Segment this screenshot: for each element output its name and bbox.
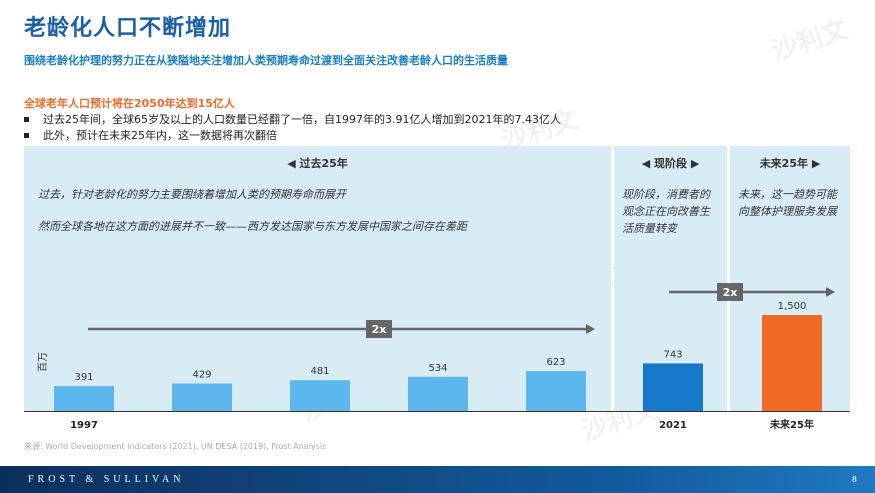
data-label: 481 — [310, 366, 329, 377]
bullet-square-icon — [24, 116, 29, 122]
past-band — [24, 146, 611, 412]
bar — [408, 376, 468, 411]
data-label: 1,500 — [778, 301, 807, 312]
bullet-square-icon — [24, 132, 29, 138]
bar — [54, 385, 114, 411]
footer-bar: FROST & SULLIVAN 8 — [0, 466, 875, 493]
data-label: 391 — [74, 372, 93, 383]
past-text-2: 然而全球各地在这方面的进展并不一致——西方发达国家与东方发展中国家之间存在差距 — [38, 220, 467, 233]
phase-future-label: 未来25年 ▶ — [759, 157, 821, 170]
bullet-text: 此外，预计在未来25年内，这一数据将再次翻倍 — [43, 129, 277, 142]
bar — [643, 363, 703, 411]
data-label: 623 — [546, 357, 565, 368]
source-note: 来源: World Development Indicators (2021),… — [24, 442, 327, 451]
page-subtitle: 围绕老龄化护理的努力正在从狭隘地关注增加人类预期寿命过渡到全面关注改善老龄人口的… — [24, 54, 508, 67]
bullet-text: 过去25年间，全球65岁及以上的人口数量已经翻了一倍，自1997年的3.91亿人… — [43, 113, 561, 126]
page-number: 8 — [851, 475, 857, 484]
annotation-2x-future-box — [717, 283, 743, 301]
annotation-2x-past-arrowhead — [586, 324, 595, 334]
current-text: 现阶段，消费者的观念正在向改善生活质量转变 — [622, 188, 710, 235]
bar — [526, 371, 586, 411]
bullet-item: 此外，预计在未来25年内，这一数据将再次翻倍 — [24, 127, 277, 143]
data-label: 534 — [428, 363, 447, 374]
data-label: 743 — [663, 349, 682, 360]
phase-current-label: ◀ 现阶段 ▶ — [641, 157, 700, 170]
bar — [172, 383, 232, 411]
annotation-2x-past-box — [366, 320, 392, 338]
annotation-2x-future-arrowhead — [826, 287, 835, 297]
future-text: 未来，这一趋势可能向整体护理服务发展 — [738, 188, 837, 218]
data-label: 429 — [192, 370, 211, 381]
brand-logo-text: FROST & SULLIVAN — [28, 474, 185, 485]
phase-past-label: ◀ 过去25年 — [287, 157, 348, 170]
x-tick-label: 2021 — [659, 420, 687, 431]
bar — [290, 380, 350, 411]
x-tick-label: 未来25年 — [769, 418, 814, 431]
past-text-1: 过去，针对老龄化的努力主要围绕着增加人类的预期寿命而展开 — [38, 188, 346, 201]
annotation-2x-future-label: 2x — [723, 286, 738, 299]
annotation-2x-past-label: 2x — [372, 323, 387, 336]
x-tick-label: 1997 — [70, 420, 98, 431]
highlight-text: 全球老年人口预计将在2050年达到15亿人 — [24, 97, 235, 110]
bar — [762, 315, 822, 411]
y-axis-label: 百万 — [37, 352, 49, 372]
page-title: 老龄化人口不断增加 — [24, 16, 232, 41]
bullet-item: 过去25年间，全球65岁及以上的人口数量已经翻了一倍，自1997年的3.91亿人… — [24, 111, 561, 127]
